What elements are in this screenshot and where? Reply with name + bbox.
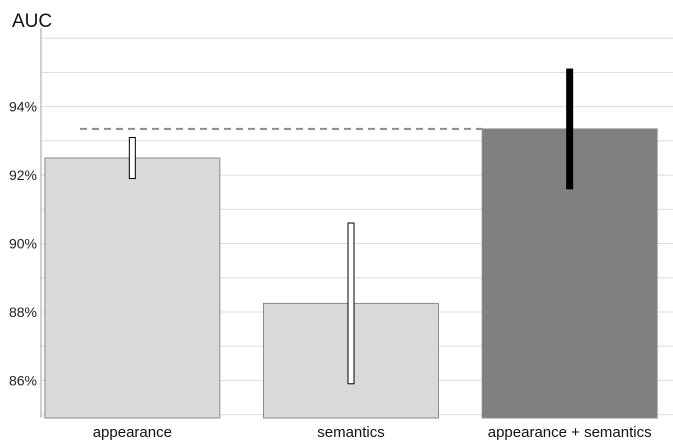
category-labels: appearance semantics appearance + semantic…	[93, 424, 652, 441]
category-label: semantics	[317, 424, 385, 441]
y-tick-label: 86%	[9, 372, 37, 388]
category-label: appearance + semantics	[488, 424, 652, 441]
error-bar	[566, 68, 574, 190]
y-tick-label: 88%	[9, 304, 37, 320]
error-bar	[128, 136, 136, 180]
bar-appearance	[44, 157, 221, 419]
y-tick-label: 94%	[9, 99, 37, 115]
error-bars-layer	[128, 68, 574, 385]
chart-title: AUC	[12, 11, 52, 32]
y-tick-label: 90%	[9, 236, 37, 252]
error-bar	[347, 222, 355, 385]
y-tick-labels: 86% 88% 90% 92% 94%	[9, 99, 37, 389]
category-label: appearance	[93, 424, 172, 441]
y-tick-label: 92%	[9, 167, 37, 183]
